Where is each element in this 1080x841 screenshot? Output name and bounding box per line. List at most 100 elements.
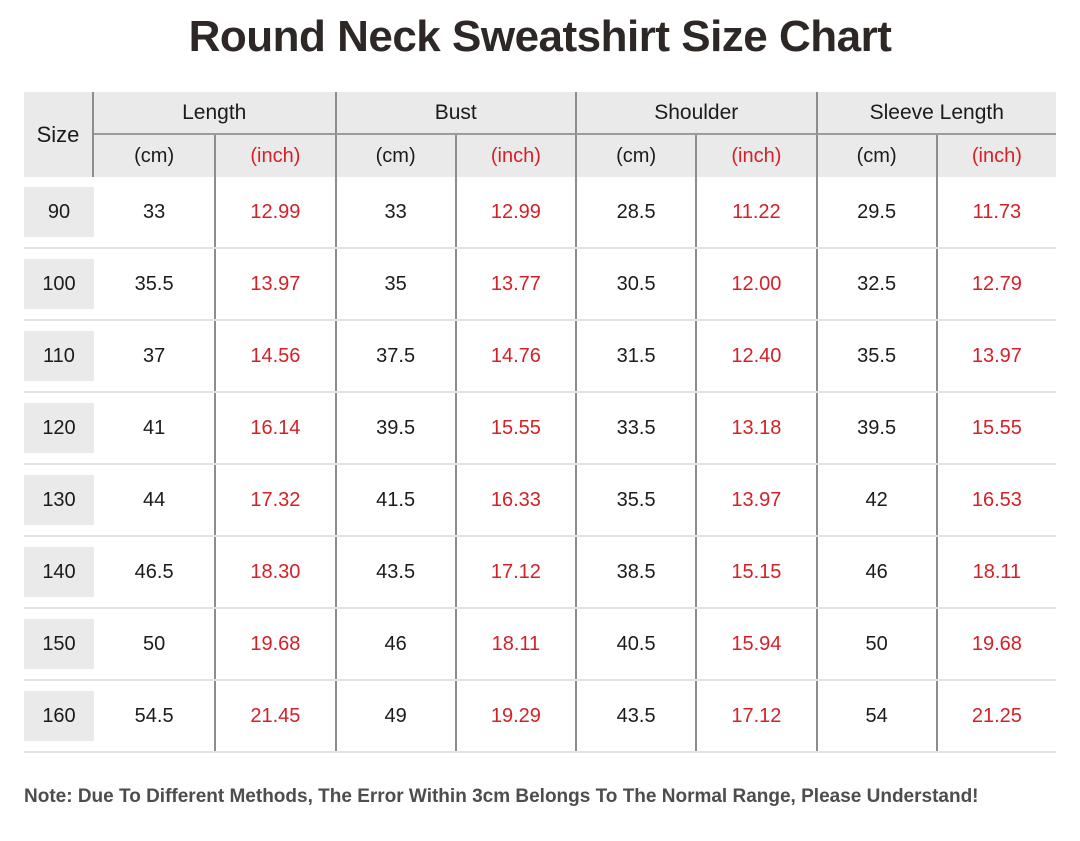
cm-value-cell: 54 (815, 681, 936, 751)
header-group-shoulder: Shoulder (575, 92, 816, 135)
cm-value-cell: 46.5 (134, 560, 174, 583)
size-cell: 160 (24, 681, 94, 751)
size-value: 110 (24, 331, 94, 381)
cm-value-cell: 37 (143, 344, 166, 367)
inch-value-cell: 14.76 (454, 321, 575, 391)
inch-value-cell: 19.29 (454, 681, 575, 751)
inch-value-cell: 16.33 (454, 465, 575, 535)
table-header: Size Length Bust Shoulder Sleeve Length … (24, 92, 1056, 177)
size-value: 140 (24, 547, 94, 597)
size-value: 130 (24, 475, 94, 525)
size-cell: 150 (24, 609, 94, 679)
inch-value-cell: 18.30 (214, 537, 334, 607)
cm-value-cell: 31.5 (575, 321, 695, 391)
cm-value-cell: 33.5 (575, 393, 695, 463)
subheader-bust-cm: (cm) (334, 135, 455, 177)
cm-value-cell: 33 (334, 177, 455, 247)
inch-value-cell: 12.79 (935, 249, 1056, 319)
cm-value-cell: 29.5 (815, 177, 936, 247)
cm-value-cell: 46 (815, 537, 936, 607)
inch-value-cell: 13.97 (214, 249, 334, 319)
size-value: 120 (24, 403, 94, 453)
subheader-sleeve-cm: (cm) (815, 135, 936, 177)
table-row: 110 37 14.56 37.5 14.76 31.5 12.40 35.5 13.97 (24, 321, 1056, 393)
cm-value-cell: 35.5 (815, 321, 936, 391)
inch-value-cell: 11.22 (695, 177, 815, 247)
table-row: 100 35.5 13.97 35 13.77 30.5 12.00 32.5 12.79 (24, 249, 1056, 321)
size-value: 90 (24, 187, 94, 237)
size-cell: 130 (24, 465, 94, 535)
note-text: Note: Due To Different Methods, The Erro… (24, 786, 979, 807)
cm-value-cell: 54.5 (134, 704, 174, 727)
cm-value-cell: 43.5 (334, 537, 455, 607)
inch-value-cell: 17.12 (695, 681, 815, 751)
size-cell: 100 (24, 249, 94, 319)
cm-value-cell: 44 (143, 488, 166, 511)
inch-value-cell: 15.55 (454, 393, 575, 463)
inch-value-cell: 14.56 (214, 321, 334, 391)
inch-value-cell: 16.14 (214, 393, 334, 463)
inch-value-cell: 12.40 (695, 321, 815, 391)
header-group-bust: Bust (334, 92, 575, 135)
cm-value-cell: 35.5 (575, 465, 695, 535)
size-cell: 90 (24, 177, 94, 247)
table-row: 160 54.5 21.45 49 19.29 43.5 17.12 54 21.25 (24, 681, 1056, 753)
inch-value-cell: 12.99 (214, 177, 334, 247)
cm-value-cell: 30.5 (575, 249, 695, 319)
cm-value-cell: 50 (815, 609, 936, 679)
inch-value-cell: 21.25 (935, 681, 1056, 751)
inch-value-cell: 15.55 (935, 393, 1056, 463)
subheader-length-inch: (inch) (214, 135, 334, 177)
inch-value-cell: 12.00 (695, 249, 815, 319)
cm-value-cell: 40.5 (575, 609, 695, 679)
subheader-shoulder-inch: (inch) (695, 135, 815, 177)
inch-value-cell: 18.11 (935, 537, 1056, 607)
inch-value-cell: 15.15 (695, 537, 815, 607)
table-row: 90 33 12.99 33 12.99 28.5 11.22 29.5 11.73 (24, 177, 1056, 249)
cm-value-cell: 50 (143, 632, 166, 655)
inch-value-cell: 19.68 (935, 609, 1056, 679)
inch-value-cell: 17.32 (214, 465, 334, 535)
inch-value-cell: 13.77 (454, 249, 575, 319)
table-body: 90 33 12.99 33 12.99 28.5 11.22 29.5 11.73 100 35.… (24, 177, 1056, 753)
cm-value-cell: 32.5 (815, 249, 936, 319)
inch-value-cell: 11.73 (935, 177, 1056, 247)
size-value: 150 (24, 619, 94, 669)
table-row: 130 44 17.32 41.5 16.33 35.5 13.97 42 16.53 (24, 465, 1056, 537)
subheader-bust-inch: (inch) (454, 135, 575, 177)
cm-value-cell: 39.5 (334, 393, 455, 463)
inch-value-cell: 13.97 (935, 321, 1056, 391)
cm-value-cell: 35 (334, 249, 455, 319)
inch-value-cell: 13.97 (695, 465, 815, 535)
cm-value-cell: 35.5 (134, 272, 174, 295)
size-value: 100 (24, 259, 94, 309)
inch-value-cell: 17.12 (454, 537, 575, 607)
cm-value-cell: 28.5 (575, 177, 695, 247)
cm-value-cell: 38.5 (575, 537, 695, 607)
cm-value-cell: 41.5 (334, 465, 455, 535)
table-row: 150 50 19.68 46 18.11 40.5 15.94 50 19.68 (24, 609, 1056, 681)
size-value: 160 (24, 691, 94, 741)
header-size-cell: Size (24, 92, 94, 177)
size-cell: 110 (24, 321, 94, 391)
inch-value-cell: 12.99 (454, 177, 575, 247)
size-chart-table: Size Length Bust Shoulder Sleeve Length … (24, 92, 1056, 753)
inch-value-cell: 19.68 (214, 609, 334, 679)
header-group-sleeve-length: Sleeve Length (815, 92, 1056, 135)
table-row: 140 46.5 18.30 43.5 17.12 38.5 15.15 46 18.11 (24, 537, 1056, 609)
table-row: 120 41 16.14 39.5 15.55 33.5 13.18 39.5 15.55 (24, 393, 1056, 465)
size-cell: 140 (24, 537, 94, 607)
cm-value-cell: 41 (143, 416, 166, 439)
cm-value-cell: 39.5 (815, 393, 936, 463)
header-group-length: Length (94, 92, 335, 135)
subheader-sleeve-inch: (inch) (935, 135, 1056, 177)
subheader-shoulder-cm: (cm) (575, 135, 695, 177)
inch-value-cell: 18.11 (454, 609, 575, 679)
cm-value-cell: 37.5 (334, 321, 455, 391)
inch-value-cell: 16.53 (935, 465, 1056, 535)
cm-value-cell: 33 (143, 200, 166, 223)
size-cell: 120 (24, 393, 94, 463)
cm-value-cell: 46 (334, 609, 455, 679)
inch-value-cell: 15.94 (695, 609, 815, 679)
